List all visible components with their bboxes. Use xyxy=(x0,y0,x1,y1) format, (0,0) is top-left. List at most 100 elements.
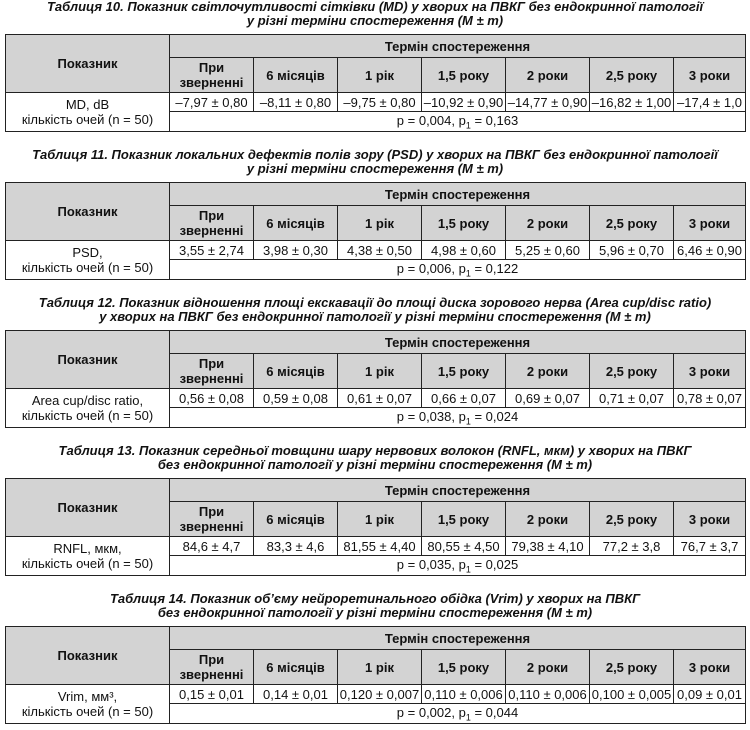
period-column-header: При зверненні xyxy=(169,501,254,537)
period-column-header: 2,5 року xyxy=(589,353,674,389)
value-cell: 0,09 ± 0,01 xyxy=(673,684,746,704)
value-cell: 84,6 ± 4,7 xyxy=(169,536,254,556)
period-column-header: 6 місяців xyxy=(253,57,338,93)
p-value-subscript: 1 xyxy=(465,268,471,279)
value-cell: 79,38 ± 4,10 xyxy=(505,536,590,556)
header-row: Показник Термін спостереження xyxy=(5,626,746,685)
value-cell: 5,96 ± 0,70 xyxy=(589,240,674,260)
period-column-header: 2,5 року xyxy=(589,501,674,537)
period-column-header: 1,5 року xyxy=(421,205,506,241)
value-cell: 6,46 ± 0,90 xyxy=(673,240,746,260)
row-label: Area cup/disc ratio, кількість очей (n = … xyxy=(5,388,170,428)
p-value-subscript: 1 xyxy=(465,712,471,723)
indicator-header: Показник xyxy=(5,330,170,389)
value-cell: 0,120 ± 0,007 xyxy=(337,684,422,704)
period-column-header: 2 роки xyxy=(505,57,590,93)
table-row: p = 0,038, p1 = 0,024 xyxy=(6,407,746,428)
period-column-header: 3 роки xyxy=(673,205,746,241)
table-caption-line: Таблиця 12. Показник відношення площі ек… xyxy=(38,295,712,310)
table-row: Area cup/disc ratio, кількість очей (n = … xyxy=(5,388,746,428)
row-label-count: кількість очей (n = 50) xyxy=(21,112,154,127)
table-block: Таблиця 10. Показник світлочутливості сі… xyxy=(0,0,750,132)
header-row: При зверненні 6 місяців 1 рік 1,5 року 2 рок… xyxy=(6,205,746,241)
value-cell: 0,71 ± 0,07 xyxy=(589,388,674,408)
table-row: p = 0,035, p1 = 0,025 xyxy=(6,555,746,576)
value-cell: 3,98 ± 0,30 xyxy=(253,240,338,260)
row-label-count: кількість очей (n = 50) xyxy=(21,704,154,719)
indicator-header: Показник xyxy=(5,626,170,685)
period-column-header: 1,5 року xyxy=(421,501,506,537)
table-caption-line: Таблиця 10. Показник світлочутливості сі… xyxy=(46,0,704,14)
p-value-cell: p = 0,035, p1 = 0,025 xyxy=(169,555,746,576)
table-caption-line: у різні терміни спостереження (M ± m) xyxy=(246,161,504,176)
table-row: Vrim, мм³, кількість очей (n = 50) 0,15 ± … xyxy=(5,684,746,724)
table-block: Таблиця 13. Показник середньої товщини ш… xyxy=(0,444,750,576)
value-cell: 77,2 ± 3,8 xyxy=(589,536,674,556)
value-cell: –17,4 ± 1,0 xyxy=(673,92,746,112)
value-cell: 0,110 ± 0,006 xyxy=(505,684,590,704)
period-header: Термін спостереження xyxy=(169,626,746,650)
p-value-tail: = 0,163 xyxy=(470,112,519,128)
period-column-header: При зверненні xyxy=(169,205,254,241)
data-table: Показник Термін спостереження При зверненн… xyxy=(5,478,746,576)
p-value-cell: p = 0,038, p1 = 0,024 xyxy=(169,407,746,428)
row-label: MD, dB кількість очей (n = 50) xyxy=(5,92,170,132)
period-column-header: 2 роки xyxy=(505,353,590,389)
p-value-subscript: 1 xyxy=(465,120,471,131)
value-cell: 76,7 ± 3,7 xyxy=(673,536,746,556)
p-value-subscript: 1 xyxy=(465,416,471,427)
header-row: При зверненні 6 місяців 1 рік 1,5 року 2 рок… xyxy=(6,649,746,685)
period-column-header: 3 роки xyxy=(673,501,746,537)
table-row: p = 0,002, p1 = 0,044 xyxy=(6,703,746,724)
data-table: Показник Термін спостереження При зверненн… xyxy=(5,182,746,280)
period-column-header: 1 рік xyxy=(337,353,422,389)
indicator-header: Показник xyxy=(5,182,170,241)
p-value-tail: = 0,024 xyxy=(470,408,519,424)
row-label-measure: Area cup/disc ratio, xyxy=(31,393,144,408)
row-label-measure: PSD, xyxy=(72,245,103,260)
value-cell: 83,3 ± 4,6 xyxy=(253,536,338,556)
value-cell: 0,15 ± 0,01 xyxy=(169,684,254,704)
row-label-count: кількість очей (n = 50) xyxy=(21,260,154,275)
value-cell: 0,66 ± 0,07 xyxy=(421,388,506,408)
period-column-header: 1 рік xyxy=(337,205,422,241)
header-row: Показник Термін спостереження xyxy=(5,182,746,241)
data-table: Показник Термін спостереження При зверненн… xyxy=(5,626,746,724)
header-row: Показник Термін спостереження xyxy=(5,34,746,93)
row-label-measure: MD, dB xyxy=(65,97,110,112)
p-value-tail: = 0,044 xyxy=(470,704,519,720)
header-row: При зверненні 6 місяців 1 рік 1,5 року 2 рок… xyxy=(6,353,746,389)
table-caption-line: без ендокринної патології у різні термін… xyxy=(157,605,593,620)
table-caption-line: у хворих на ПВКГ без ендокринної патолог… xyxy=(99,309,651,324)
table-caption-line: без ендокринної патології у різні термін… xyxy=(157,457,593,472)
p-value-main: p = 0,038, p xyxy=(396,408,466,424)
table-caption-line: Таблиця 14. Показник об’єму нейроретинал… xyxy=(109,591,641,606)
table-caption-line: Таблиця 11. Показник локальних дефектів … xyxy=(32,147,718,162)
value-cell: 4,98 ± 0,60 xyxy=(421,240,506,260)
period-column-header: 2,5 року xyxy=(589,649,674,685)
period-header: Термін спостереження xyxy=(169,330,746,354)
period-column-header: 2,5 року xyxy=(589,57,674,93)
period-header: Термін спостереження xyxy=(169,182,746,206)
header-row: Показник Термін спостереження xyxy=(5,330,746,389)
p-value-main: p = 0,004, p xyxy=(396,112,466,128)
period-column-header: При зверненні xyxy=(169,649,254,685)
table-caption-line: у різні терміни спостереження (M ± m) xyxy=(246,13,504,28)
table-block: Таблиця 12. Показник відношення площі ек… xyxy=(0,295,750,428)
table-row: PSD, кількість очей (n = 50) 3,55 ± 2,74 3,… xyxy=(5,240,746,280)
value-cell: 81,55 ± 4,40 xyxy=(337,536,422,556)
period-header: Термін спостереження xyxy=(169,34,746,58)
period-column-header: 1 рік xyxy=(337,57,422,93)
row-label-measure: RNFL, мкм, xyxy=(53,541,122,556)
value-cell: –14,77 ± 0,90 xyxy=(505,92,590,112)
value-cell: –9,75 ± 0,80 xyxy=(337,92,422,112)
header-row: При зверненні 6 місяців 1 рік 1,5 року 2 рок… xyxy=(6,57,746,93)
indicator-header: Показник xyxy=(5,34,170,93)
p-value-tail: = 0,025 xyxy=(470,556,519,572)
table-block: Таблиця 11. Показник локальних дефектів … xyxy=(0,147,750,280)
period-header: Термін спостереження xyxy=(169,478,746,502)
value-cell: 0,14 ± 0,01 xyxy=(253,684,338,704)
p-value-subscript: 1 xyxy=(465,564,471,575)
value-cell: 0,110 ± 0,006 xyxy=(421,684,506,704)
period-column-header: При зверненні xyxy=(169,57,254,93)
